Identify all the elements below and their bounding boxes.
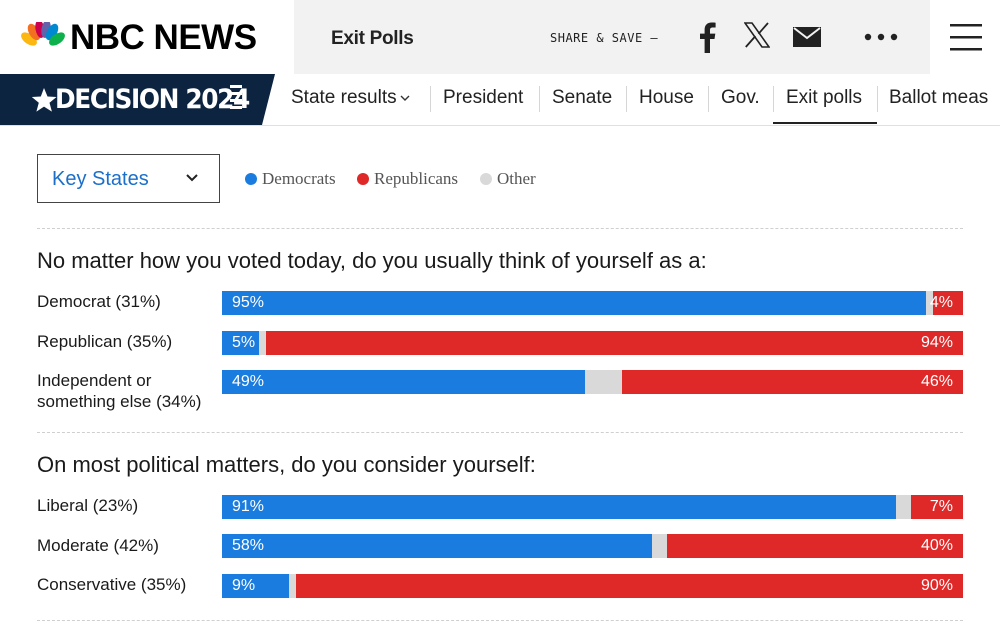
result-bar: 49% 46% (222, 370, 963, 394)
republican-percent: 7% (929, 498, 953, 515)
question-title: On most political matters, do you consid… (37, 452, 536, 477)
nav-ballot-measures[interactable]: Ballot meas (889, 87, 989, 108)
row-label: Liberal (23%) (37, 496, 139, 515)
state-filter-dropdown[interactable]: Key States (37, 154, 220, 203)
section-divider (37, 432, 963, 433)
row-label: Independent or something else (34%) (37, 370, 201, 412)
result-bar: 9% 90% (222, 574, 963, 598)
nav-president[interactable]: President (443, 87, 524, 108)
section-divider (37, 620, 963, 621)
republican-percent: 4% (929, 294, 953, 311)
row-label: Republican (35%) (37, 332, 173, 351)
row-label-line: something else (34%) (37, 392, 202, 411)
facebook-icon[interactable] (697, 21, 717, 53)
democrat-segment: 5% (222, 331, 260, 355)
nav-divider (877, 86, 878, 112)
republican-percent: 90% (920, 577, 953, 594)
decision-2024-badge-bg (0, 74, 275, 125)
republican-segment: 94% (266, 331, 963, 355)
nav-active-indicator (773, 122, 877, 124)
result-bar: 91% 7% (222, 495, 963, 519)
nav-divider (430, 86, 431, 112)
democrat-percent: 9% (232, 577, 256, 594)
legend-republicans: Republicans (374, 169, 459, 188)
democrats-dot-icon (245, 173, 257, 185)
share-label: SHARE & SAVE — (550, 31, 659, 45)
nav-gov[interactable]: Gov. (721, 87, 760, 108)
nav-house[interactable]: House (639, 87, 694, 108)
legend-other: Other (497, 169, 536, 188)
democrat-percent: 49% (232, 373, 265, 390)
democrat-segment: 91% (222, 495, 897, 519)
row-label: Moderate (42%) (37, 536, 159, 555)
republican-percent: 40% (920, 537, 953, 554)
decision-2024-badge[interactable]: DECISION 2024 (55, 84, 250, 115)
section-divider (37, 228, 963, 229)
row-label: Democrat (31%) (37, 292, 161, 311)
nav-label: State results (291, 87, 397, 108)
democrat-segment: 49% (222, 370, 586, 394)
democrat-percent: 58% (232, 537, 265, 554)
row-label-line: Independent or (37, 371, 152, 390)
result-bar: 5% 94% (222, 331, 963, 355)
republican-segment: 7% (911, 495, 963, 519)
democrat-segment: 58% (222, 534, 652, 558)
republican-segment: 4% (929, 291, 963, 315)
peacock-logo-icon (20, 22, 66, 52)
nav-divider (539, 86, 540, 112)
dropdown-value: Key States (52, 168, 149, 190)
nav-senate[interactable]: Senate (552, 87, 613, 108)
more-icon[interactable] (864, 33, 898, 41)
chevron-down-icon (186, 174, 198, 182)
democrat-percent: 95% (232, 294, 265, 311)
republican-percent: 46% (920, 373, 953, 390)
republicans-dot-icon (357, 173, 369, 185)
question-title: No matter how you voted today, do you us… (37, 248, 707, 273)
nav-divider (773, 86, 774, 112)
other-dot-icon (480, 173, 492, 185)
nav-divider (708, 86, 709, 112)
nav-divider (626, 86, 627, 112)
democrat-percent: 5% (232, 334, 256, 351)
nav-state-results[interactable]: State results (291, 87, 410, 109)
republican-segment: 46% (622, 370, 963, 394)
democrat-percent: 91% (232, 498, 265, 515)
republican-percent: 94% (920, 334, 953, 351)
logo-area[interactable]: NBC NEWS (0, 0, 294, 74)
republican-segment: 40% (666, 534, 963, 558)
x-icon[interactable] (744, 22, 770, 48)
menu-icon[interactable] (950, 22, 982, 52)
row-label: Conservative (35%) (37, 575, 187, 594)
republican-segment: 90% (296, 574, 963, 598)
brand-name: NBC NEWS (70, 18, 257, 57)
result-bar: 58% 40% (222, 534, 963, 558)
nav-exit-polls[interactable]: Exit polls (786, 87, 863, 108)
section-title: Exit Polls (331, 28, 414, 49)
democrat-segment: 95% (222, 291, 926, 315)
legend-democrats: Democrats (262, 169, 336, 188)
result-bar: 95% 4% (222, 291, 963, 315)
democrat-segment: 9% (222, 574, 289, 598)
chevron-down-icon (400, 95, 410, 101)
mail-icon[interactable] (793, 27, 821, 47)
